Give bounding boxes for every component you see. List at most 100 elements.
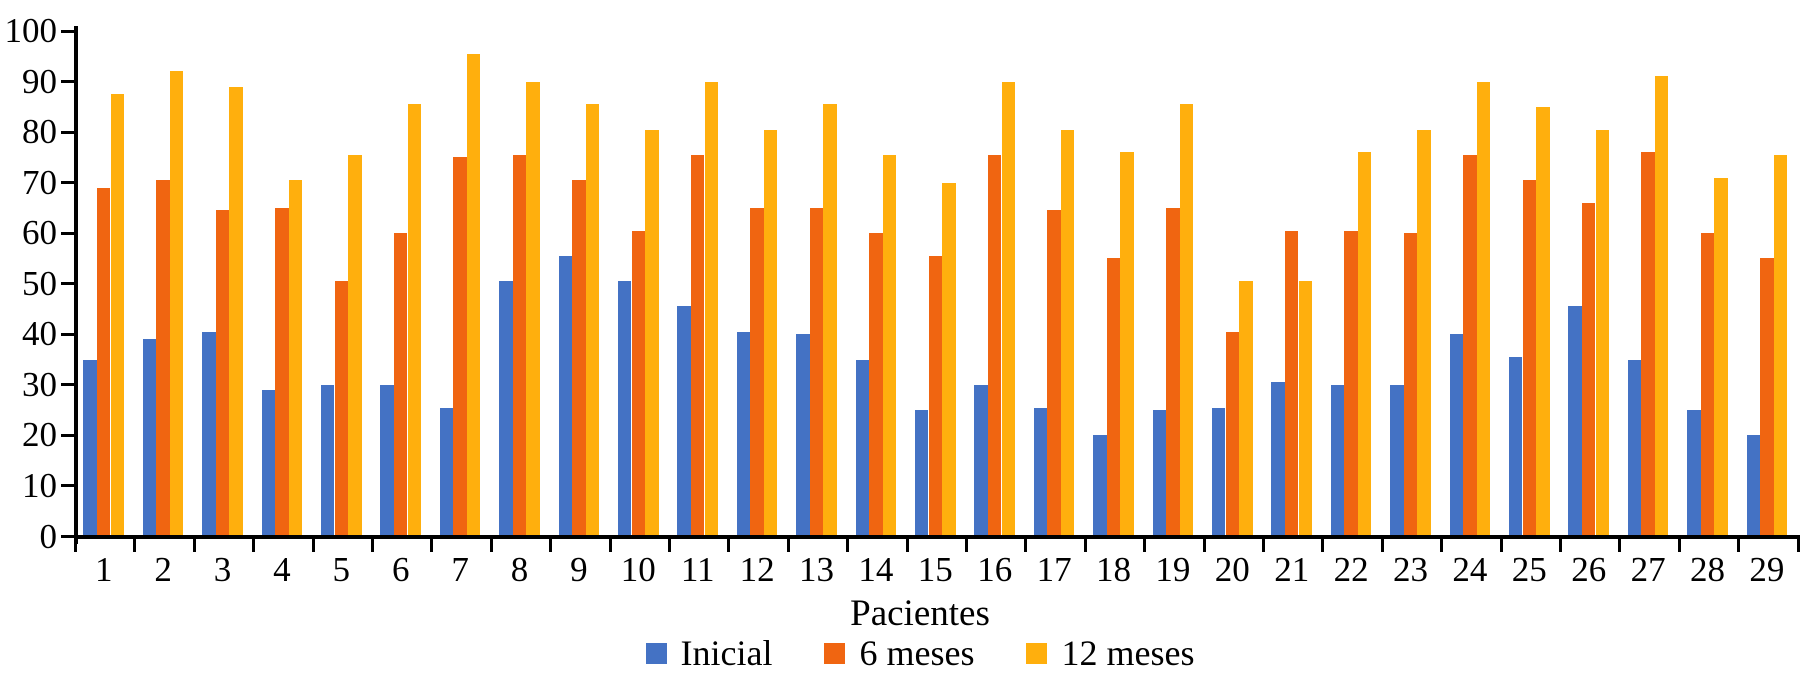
bar-12-meses-23: [1417, 129, 1431, 537]
x-tick-23: [1440, 538, 1444, 552]
x-tick-label-10: 10: [620, 550, 656, 589]
y-tick-10: [61, 484, 75, 488]
x-tick-16: [1024, 538, 1028, 552]
bar-12-meses-21: [1298, 281, 1313, 537]
x-tick-24: [1499, 538, 1503, 552]
bar-inicial-4: [261, 389, 276, 537]
y-tick-100: [61, 29, 75, 33]
bar-12-meses-13: [823, 104, 837, 537]
y-tick-0: [61, 535, 75, 538]
bar-inicial-7: [439, 407, 454, 537]
bar-6-meses-23: [1403, 233, 1418, 537]
bar-6-meses-1: [96, 187, 111, 537]
bar-6-meses-29: [1760, 258, 1774, 537]
y-axis: [74, 26, 78, 544]
bar-6-meses-12: [750, 207, 764, 537]
y-tick-label-100: 100: [4, 11, 58, 50]
x-tick-label-29: 29: [1749, 550, 1785, 589]
x-tick-label-7: 7: [451, 550, 469, 589]
bar-inicial-9: [558, 255, 573, 537]
bar-6-meses-10: [631, 230, 646, 537]
legend-item-12-meses: 12 meses: [1026, 633, 1194, 673]
x-tick-label-21: 21: [1274, 550, 1310, 589]
y-tick-label-0: 0: [39, 516, 58, 556]
bar-inicial-2: [142, 339, 157, 537]
x-tick-label-24: 24: [1452, 550, 1488, 589]
bar-12-meses-12: [763, 129, 778, 537]
x-tick-2: [192, 538, 196, 552]
bar-6-meses-16: [987, 154, 1002, 537]
x-tick-28: [1737, 538, 1741, 552]
bar-inicial-14: [855, 359, 870, 537]
bar-12-meses-26: [1595, 129, 1610, 537]
x-tick-4: [311, 538, 315, 552]
x-tick-label-11: 11: [680, 550, 715, 589]
x-tick-22: [1380, 538, 1384, 552]
x-tick-label-4: 4: [273, 550, 291, 589]
y-tick-label-20: 20: [22, 415, 57, 455]
bar-12-meses-10: [645, 129, 659, 537]
x-tick-label-22: 22: [1333, 550, 1369, 589]
y-tick-70: [61, 181, 75, 185]
bar-6-meses-26: [1581, 202, 1596, 537]
bar-12-meses-15: [942, 182, 956, 537]
legend-label-inicial: Inicial: [680, 633, 773, 673]
legend-item-inicial: Inicial: [645, 633, 773, 673]
x-tick-18: [1143, 538, 1147, 552]
bar-6-meses-27: [1641, 152, 1655, 537]
x-tick-label-8: 8: [510, 550, 529, 589]
x-tick-15: [965, 538, 968, 552]
x-tick-label-5: 5: [332, 550, 351, 589]
y-tick-label-10: 10: [22, 465, 57, 505]
bar-12-meses-5: [348, 154, 362, 537]
x-tick-29: [1796, 538, 1800, 552]
x-tick-label-6: 6: [391, 550, 410, 589]
legend-label-12-meses: 12 meses: [1061, 633, 1195, 673]
bar-12-meses-17: [1060, 129, 1075, 537]
bar-6-meses-19: [1166, 207, 1180, 537]
y-tick-label-40: 40: [22, 314, 57, 354]
y-tick-label-70: 70: [22, 162, 57, 202]
x-tick-14: [905, 538, 909, 552]
bar-12-meses-20: [1239, 281, 1253, 537]
x-tick-label-25: 25: [1511, 550, 1547, 589]
x-tick-label-14: 14: [858, 550, 894, 589]
y-tick-30: [61, 383, 75, 387]
x-tick-label-16: 16: [977, 550, 1013, 589]
bar-12-meses-22: [1357, 152, 1372, 537]
legend-swatch-inicial: [645, 642, 667, 664]
bar-6-meses-18: [1106, 258, 1121, 537]
bar-6-meses-14: [869, 233, 883, 537]
bar-12-meses-14: [882, 154, 897, 537]
legend-swatch-12-meses: [1026, 642, 1048, 664]
x-tick-label-12: 12: [739, 550, 775, 589]
bar-inicial-22: [1330, 384, 1345, 537]
bar-inicial-6: [380, 384, 394, 537]
bar-6-meses-25: [1522, 180, 1537, 537]
bar-6-meses-20: [1225, 331, 1240, 537]
bar-inicial-26: [1568, 306, 1582, 537]
x-tick-label-13: 13: [799, 550, 834, 589]
x-tick-label-17: 17: [1036, 550, 1072, 589]
x-tick-label-1: 1: [94, 550, 113, 589]
legend-label-6-meses: 6 meses: [859, 633, 975, 673]
bar-12-meses-4: [288, 180, 303, 537]
bar-12-meses-16: [1001, 81, 1016, 537]
x-tick-17: [1083, 538, 1087, 552]
bar-12-meses-19: [1179, 104, 1194, 537]
legend-swatch-6-meses: [824, 642, 846, 664]
x-tick-5: [371, 538, 374, 552]
bar-inicial-27: [1627, 359, 1642, 537]
x-tick-9: [608, 538, 612, 552]
bar-inicial-16: [974, 384, 988, 537]
bar-6-meses-6: [393, 233, 408, 537]
bar-inicial-8: [499, 281, 513, 537]
x-tick-26: [1618, 538, 1622, 552]
bar-inicial-3: [202, 331, 216, 537]
y-tick-20: [61, 433, 75, 437]
x-axis-title: Pacientes: [850, 593, 990, 634]
bar-12-meses-25: [1536, 106, 1550, 537]
bar-inicial-23: [1390, 384, 1404, 537]
bar-12-meses-9: [585, 104, 600, 537]
x-axis: [74, 534, 1800, 539]
